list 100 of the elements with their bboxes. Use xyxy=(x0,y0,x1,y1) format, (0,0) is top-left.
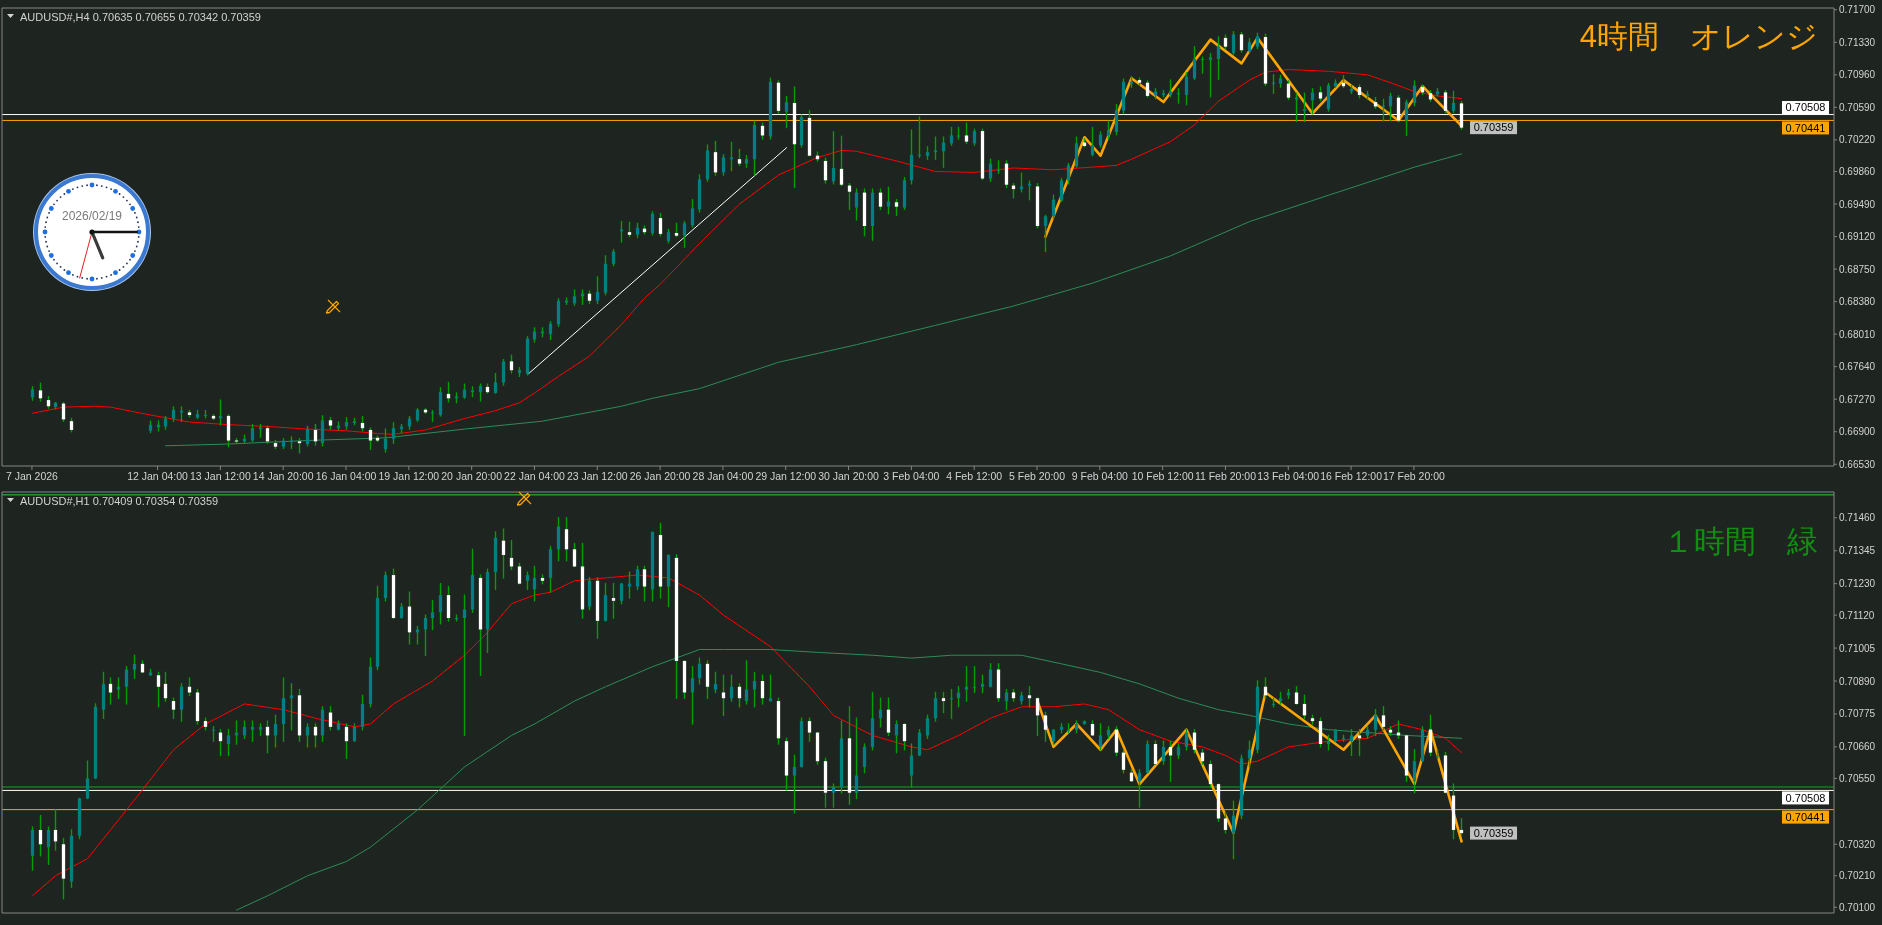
y-tick-label: 0.70210 xyxy=(1839,870,1876,882)
x-tick-label: 13 Jan 12:00 xyxy=(190,470,251,482)
candlestick xyxy=(886,697,891,737)
candlestick xyxy=(941,136,946,168)
candlestick xyxy=(218,399,223,426)
x-tick-label: 23 Jan 12:00 xyxy=(566,470,628,482)
x-tick-label: 10 Feb 12:00 xyxy=(1131,470,1194,482)
candlestick xyxy=(886,186,891,215)
y-tick-label: 0.68750 xyxy=(1839,263,1876,275)
y-tick-label: 0.71460 xyxy=(1839,512,1876,524)
candlestick xyxy=(642,565,647,602)
candlestick xyxy=(682,220,687,248)
candlestick xyxy=(517,562,522,585)
x-tick-label: 5 Feb 20:00 xyxy=(1008,470,1066,482)
candlestick xyxy=(933,691,938,722)
candlestick xyxy=(792,754,797,814)
y-tick-label: 0.67640 xyxy=(1839,361,1876,373)
y-tick-label: 0.67270 xyxy=(1839,393,1876,405)
candlestick xyxy=(1043,214,1048,253)
x-tick-label: 14 Jan 20:00 xyxy=(252,470,314,482)
line-series xyxy=(236,649,1462,911)
y-tick-label: 0.70220 xyxy=(1839,134,1876,146)
candlestick xyxy=(784,96,789,129)
x-tick-label: 7 Jan 2026 xyxy=(5,470,59,482)
candlestick xyxy=(1412,80,1417,107)
candlestick xyxy=(1428,714,1433,757)
candlestick xyxy=(1074,136,1079,168)
candlestick xyxy=(320,415,325,447)
candlestick xyxy=(705,660,710,699)
candlestick xyxy=(713,671,718,694)
candlestick xyxy=(1208,53,1213,98)
x-tick-label: 4 Feb 12:00 xyxy=(946,470,1003,482)
candlestick xyxy=(1090,126,1095,157)
candlestick xyxy=(1357,729,1362,757)
y-tick-label: 0.66530 xyxy=(1839,458,1876,470)
candlestick xyxy=(1153,740,1158,765)
candlestick xyxy=(1223,812,1228,834)
candlestick xyxy=(368,427,373,450)
candlestick xyxy=(1412,749,1417,794)
candlestick xyxy=(949,688,954,719)
candlestick xyxy=(1451,90,1456,114)
candlestick xyxy=(729,141,734,172)
candlestick xyxy=(1373,708,1378,737)
candlestick xyxy=(956,686,961,708)
candlestick xyxy=(658,213,663,237)
x-tick-label: 26 Jan 20:00 xyxy=(629,470,691,482)
candlestick xyxy=(878,188,883,211)
x-tick-label: 22 Jan 04:00 xyxy=(504,470,565,482)
x-tick-label: 3 Feb 04:00 xyxy=(883,470,940,482)
annotation: 4時間 オレンジ xyxy=(1579,19,1818,54)
candlestick xyxy=(1027,686,1032,708)
x-tick-label: 12 Jan 04:00 xyxy=(127,470,189,482)
candlestick xyxy=(862,743,867,774)
y-tick-label: 0.69120 xyxy=(1839,231,1876,243)
candlestick xyxy=(1231,31,1236,56)
candlestick xyxy=(964,666,969,702)
candlestick xyxy=(1098,723,1103,751)
candlestick xyxy=(85,760,90,800)
y-tick-label: 0.71120 xyxy=(1839,609,1875,621)
x-tick-label: 16 Jan 04:00 xyxy=(315,470,377,482)
y-tick-label: 0.71230 xyxy=(1839,578,1876,590)
candlestick xyxy=(635,565,640,591)
candlestick xyxy=(1318,717,1323,748)
x-tick-label: 28 Jan 04:00 xyxy=(692,470,754,482)
candlestick xyxy=(383,571,388,602)
candlestick xyxy=(501,358,506,386)
candlestick xyxy=(1019,172,1024,193)
candlestick xyxy=(1326,82,1331,112)
y-tick-label: 0.68380 xyxy=(1839,296,1876,308)
y-tick-label: 0.70590 xyxy=(1839,101,1876,113)
y-tick-label: 0.70550 xyxy=(1839,772,1876,784)
candlestick xyxy=(430,600,435,631)
x-tick-label: 30 Jan 20:00 xyxy=(818,470,880,482)
candlestick xyxy=(1381,706,1386,731)
candlestick xyxy=(752,671,757,708)
candlestick xyxy=(831,131,836,185)
candlestick xyxy=(1114,726,1119,757)
y-tick-label: 0.70100 xyxy=(1839,901,1876,913)
candlestick xyxy=(438,387,443,417)
candlestick xyxy=(1059,177,1064,203)
candlestick xyxy=(917,116,922,159)
candlestick xyxy=(1302,92,1307,123)
y-tick-label: 0.69860 xyxy=(1839,166,1876,178)
candlestick xyxy=(768,674,773,702)
y-tick-label: 0.69490 xyxy=(1839,198,1876,210)
candlestick xyxy=(909,743,914,788)
candlestick xyxy=(564,517,569,562)
candlestick xyxy=(627,571,632,599)
candlestick xyxy=(1066,162,1071,185)
candlestick xyxy=(1310,88,1315,115)
candlestick xyxy=(250,720,255,742)
y-tick-label: 0.66900 xyxy=(1839,426,1876,438)
y-tick-label: 0.70320 xyxy=(1839,838,1876,850)
y-tick-label: 0.70775 xyxy=(1839,708,1876,720)
candlestick xyxy=(1286,80,1291,101)
candlestick xyxy=(972,666,977,694)
candlestick xyxy=(493,373,498,394)
x-tick-label: 11 Feb 20:00 xyxy=(1194,470,1257,482)
candlestick xyxy=(1349,729,1354,757)
candlestick xyxy=(1114,104,1119,136)
